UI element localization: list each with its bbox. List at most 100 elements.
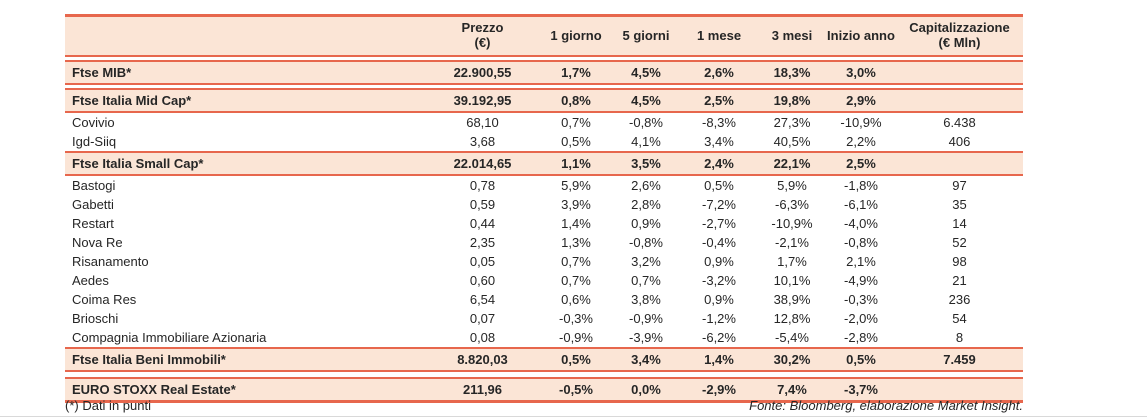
bottom-divider <box>0 416 1147 417</box>
cell-prezzo: 211,96 <box>462 382 503 397</box>
cell-3-mesi: 22,1% <box>773 156 811 171</box>
table-row: Coima Res 6,54 0,6% 3,8% 0,9% 38,9% -0,3… <box>65 290 1023 309</box>
cell-5-giorni: 2,8% <box>631 197 661 212</box>
cell-1-giorno: 0,6% <box>561 292 591 307</box>
cell-name: Ftse Italia Small Cap* <box>72 156 204 171</box>
cell-3-mesi: 38,9% <box>773 292 811 307</box>
cell-3-mesi: -10,9% <box>771 216 813 231</box>
cell-inizio-anno: -10,9% <box>840 115 882 130</box>
table-row: Bastogi 0,78 5,9% 2,6% 0,5% 5,9% -1,8% 9… <box>65 176 1023 195</box>
header-name <box>65 34 425 38</box>
cell-5-giorni: -0,9% <box>629 311 663 326</box>
cell-3-mesi: 12,8% <box>773 311 811 326</box>
cell-name: Igd-Siiq <box>72 134 117 149</box>
cell-1-mese: 3,4% <box>704 134 734 149</box>
cell-5-giorni: 4,5% <box>631 65 661 80</box>
cell-1-giorno: 0,7% <box>561 115 591 130</box>
cell-inizio-anno: -0,3% <box>844 292 878 307</box>
cell-1-giorno: 0,7% <box>561 273 591 288</box>
cell-inizio-anno: -6,1% <box>844 197 878 212</box>
cell-1-mese: 2,6% <box>704 65 734 80</box>
cell-prezzo: 39.192,95 <box>453 93 512 108</box>
table-row: Ftse MIB* 22.900,55 1,7% 4,5% 2,6% 18,3%… <box>65 60 1023 85</box>
cell-5-giorni: -0,8% <box>629 235 663 250</box>
cell-prezzo: 2,35 <box>469 235 496 250</box>
cell-capitalizzazione: 35 <box>952 197 967 212</box>
header-ytd: Inizio anno <box>827 27 895 43</box>
cell-1-giorno: 5,9% <box>561 178 591 193</box>
cell-inizio-anno: -3,7% <box>844 382 878 397</box>
cell-inizio-anno: 2,9% <box>846 93 876 108</box>
cell-3-mesi: 30,2% <box>773 352 811 367</box>
cell-prezzo: 8.820,03 <box>457 352 508 367</box>
cell-capitalizzazione: 98 <box>952 254 967 269</box>
cell-name: Coima Res <box>72 292 137 307</box>
table-row: EURO STOXX Real Estate* 211,96 -0,5% 0,0… <box>65 377 1023 403</box>
table-footer: (*) Dati in punti Fonte: Bloomberg, elab… <box>65 398 1023 413</box>
cell-name: Aedes <box>72 273 109 288</box>
header-m3: 3 mesi <box>771 27 813 43</box>
cell-3-mesi: -5,4% <box>775 330 809 345</box>
cell-capitalizzazione: 7.459 <box>943 352 976 367</box>
table-row: Nova Re 2,35 1,3% -0,8% -0,4% -2,1% -0,8… <box>65 233 1023 252</box>
cell-3-mesi: 5,9% <box>777 178 807 193</box>
table-row: Brioschi 0,07 -0,3% -0,9% -1,2% 12,8% -2… <box>65 309 1023 328</box>
cell-inizio-anno: -4,0% <box>844 216 878 231</box>
cell-prezzo: 3,68 <box>469 134 496 149</box>
cell-name: Restart <box>72 216 114 231</box>
cell-1-giorno: 0,8% <box>561 93 591 108</box>
cell-prezzo: 22.900,55 <box>453 65 512 80</box>
header-m1: 1 mese <box>696 27 742 43</box>
cell-5-giorni: 0,0% <box>631 382 661 397</box>
cell-1-mese: 1,4% <box>704 352 734 367</box>
cell-1-mese: 2,4% <box>704 156 734 171</box>
cell-capitalizzazione: 8 <box>955 330 964 345</box>
cell-prezzo: 0,07 <box>469 311 496 326</box>
cell-3-mesi: -6,3% <box>775 197 809 212</box>
cell-name: Risanamento <box>72 254 149 269</box>
cell-1-mese: -1,2% <box>702 311 736 326</box>
cell-capitalizzazione: 14 <box>952 216 967 231</box>
table-body: Ftse MIB* 22.900,55 1,7% 4,5% 2,6% 18,3%… <box>65 60 1023 403</box>
cell-name: Bastogi <box>72 178 116 193</box>
cell-1-giorno: 1,7% <box>561 65 591 80</box>
cell-name: EURO STOXX Real Estate* <box>72 382 236 397</box>
cell-1-mese: -3,2% <box>702 273 736 288</box>
table-row: Igd-Siiq 3,68 0,5% 4,1% 3,4% 40,5% 2,2% … <box>65 132 1023 151</box>
cell-name: Ftse Italia Mid Cap* <box>72 93 192 108</box>
cell-1-giorno: -0,9% <box>559 330 593 345</box>
cell-3-mesi: -2,1% <box>775 235 809 250</box>
cell-3-mesi: 19,8% <box>773 93 811 108</box>
cell-5-giorni: -0,8% <box>629 115 663 130</box>
table-row: Compagnia Immobiliare Azionaria 0,08 -0,… <box>65 328 1023 347</box>
header-cap: Capitalizzazione (€ Mln) <box>909 20 1010 50</box>
cell-1-giorno: -0,3% <box>559 311 593 326</box>
cell-prezzo: 0,05 <box>469 254 496 269</box>
cell-1-giorno: 0,5% <box>561 352 591 367</box>
cell-3-mesi: 40,5% <box>773 134 811 149</box>
table-row: Risanamento 0,05 0,7% 3,2% 0,9% 1,7% 2,1… <box>65 252 1023 271</box>
cell-1-giorno: -0,5% <box>559 382 593 397</box>
cell-5-giorni: 4,1% <box>631 134 661 149</box>
cell-1-mese: 2,5% <box>704 93 734 108</box>
market-table: Prezzo (€) 1 giorno 5 giorni 1 mese 3 mesi In… <box>65 14 1023 403</box>
cell-capitalizzazione: 406 <box>948 134 971 149</box>
cell-prezzo: 0,78 <box>469 178 496 193</box>
cell-5-giorni: 0,7% <box>631 273 661 288</box>
table-row: Ftse Italia Beni Immobili* 8.820,03 0,5%… <box>65 347 1023 372</box>
cell-1-mese: -8,3% <box>702 115 736 130</box>
cell-1-mese: -2,7% <box>702 216 736 231</box>
cell-5-giorni: 4,5% <box>631 93 661 108</box>
cell-3-mesi: 18,3% <box>773 65 811 80</box>
cell-1-mese: 0,9% <box>704 254 734 269</box>
cell-1-giorno: 3,9% <box>561 197 591 212</box>
table-header-row: Prezzo (€) 1 giorno 5 giorni 1 mese 3 mesi In… <box>65 17 1023 57</box>
cell-inizio-anno: 2,5% <box>846 156 876 171</box>
cell-3-mesi: 10,1% <box>773 273 811 288</box>
cell-inizio-anno: 3,0% <box>846 65 876 80</box>
cell-1-mese: 0,9% <box>704 292 734 307</box>
cell-capitalizzazione: 6.438 <box>943 115 976 130</box>
table-row: Ftse Italia Mid Cap* 39.192,95 0,8% 4,5%… <box>65 88 1023 113</box>
cell-3-mesi: 27,3% <box>773 115 811 130</box>
cell-prezzo: 0,60 <box>469 273 496 288</box>
